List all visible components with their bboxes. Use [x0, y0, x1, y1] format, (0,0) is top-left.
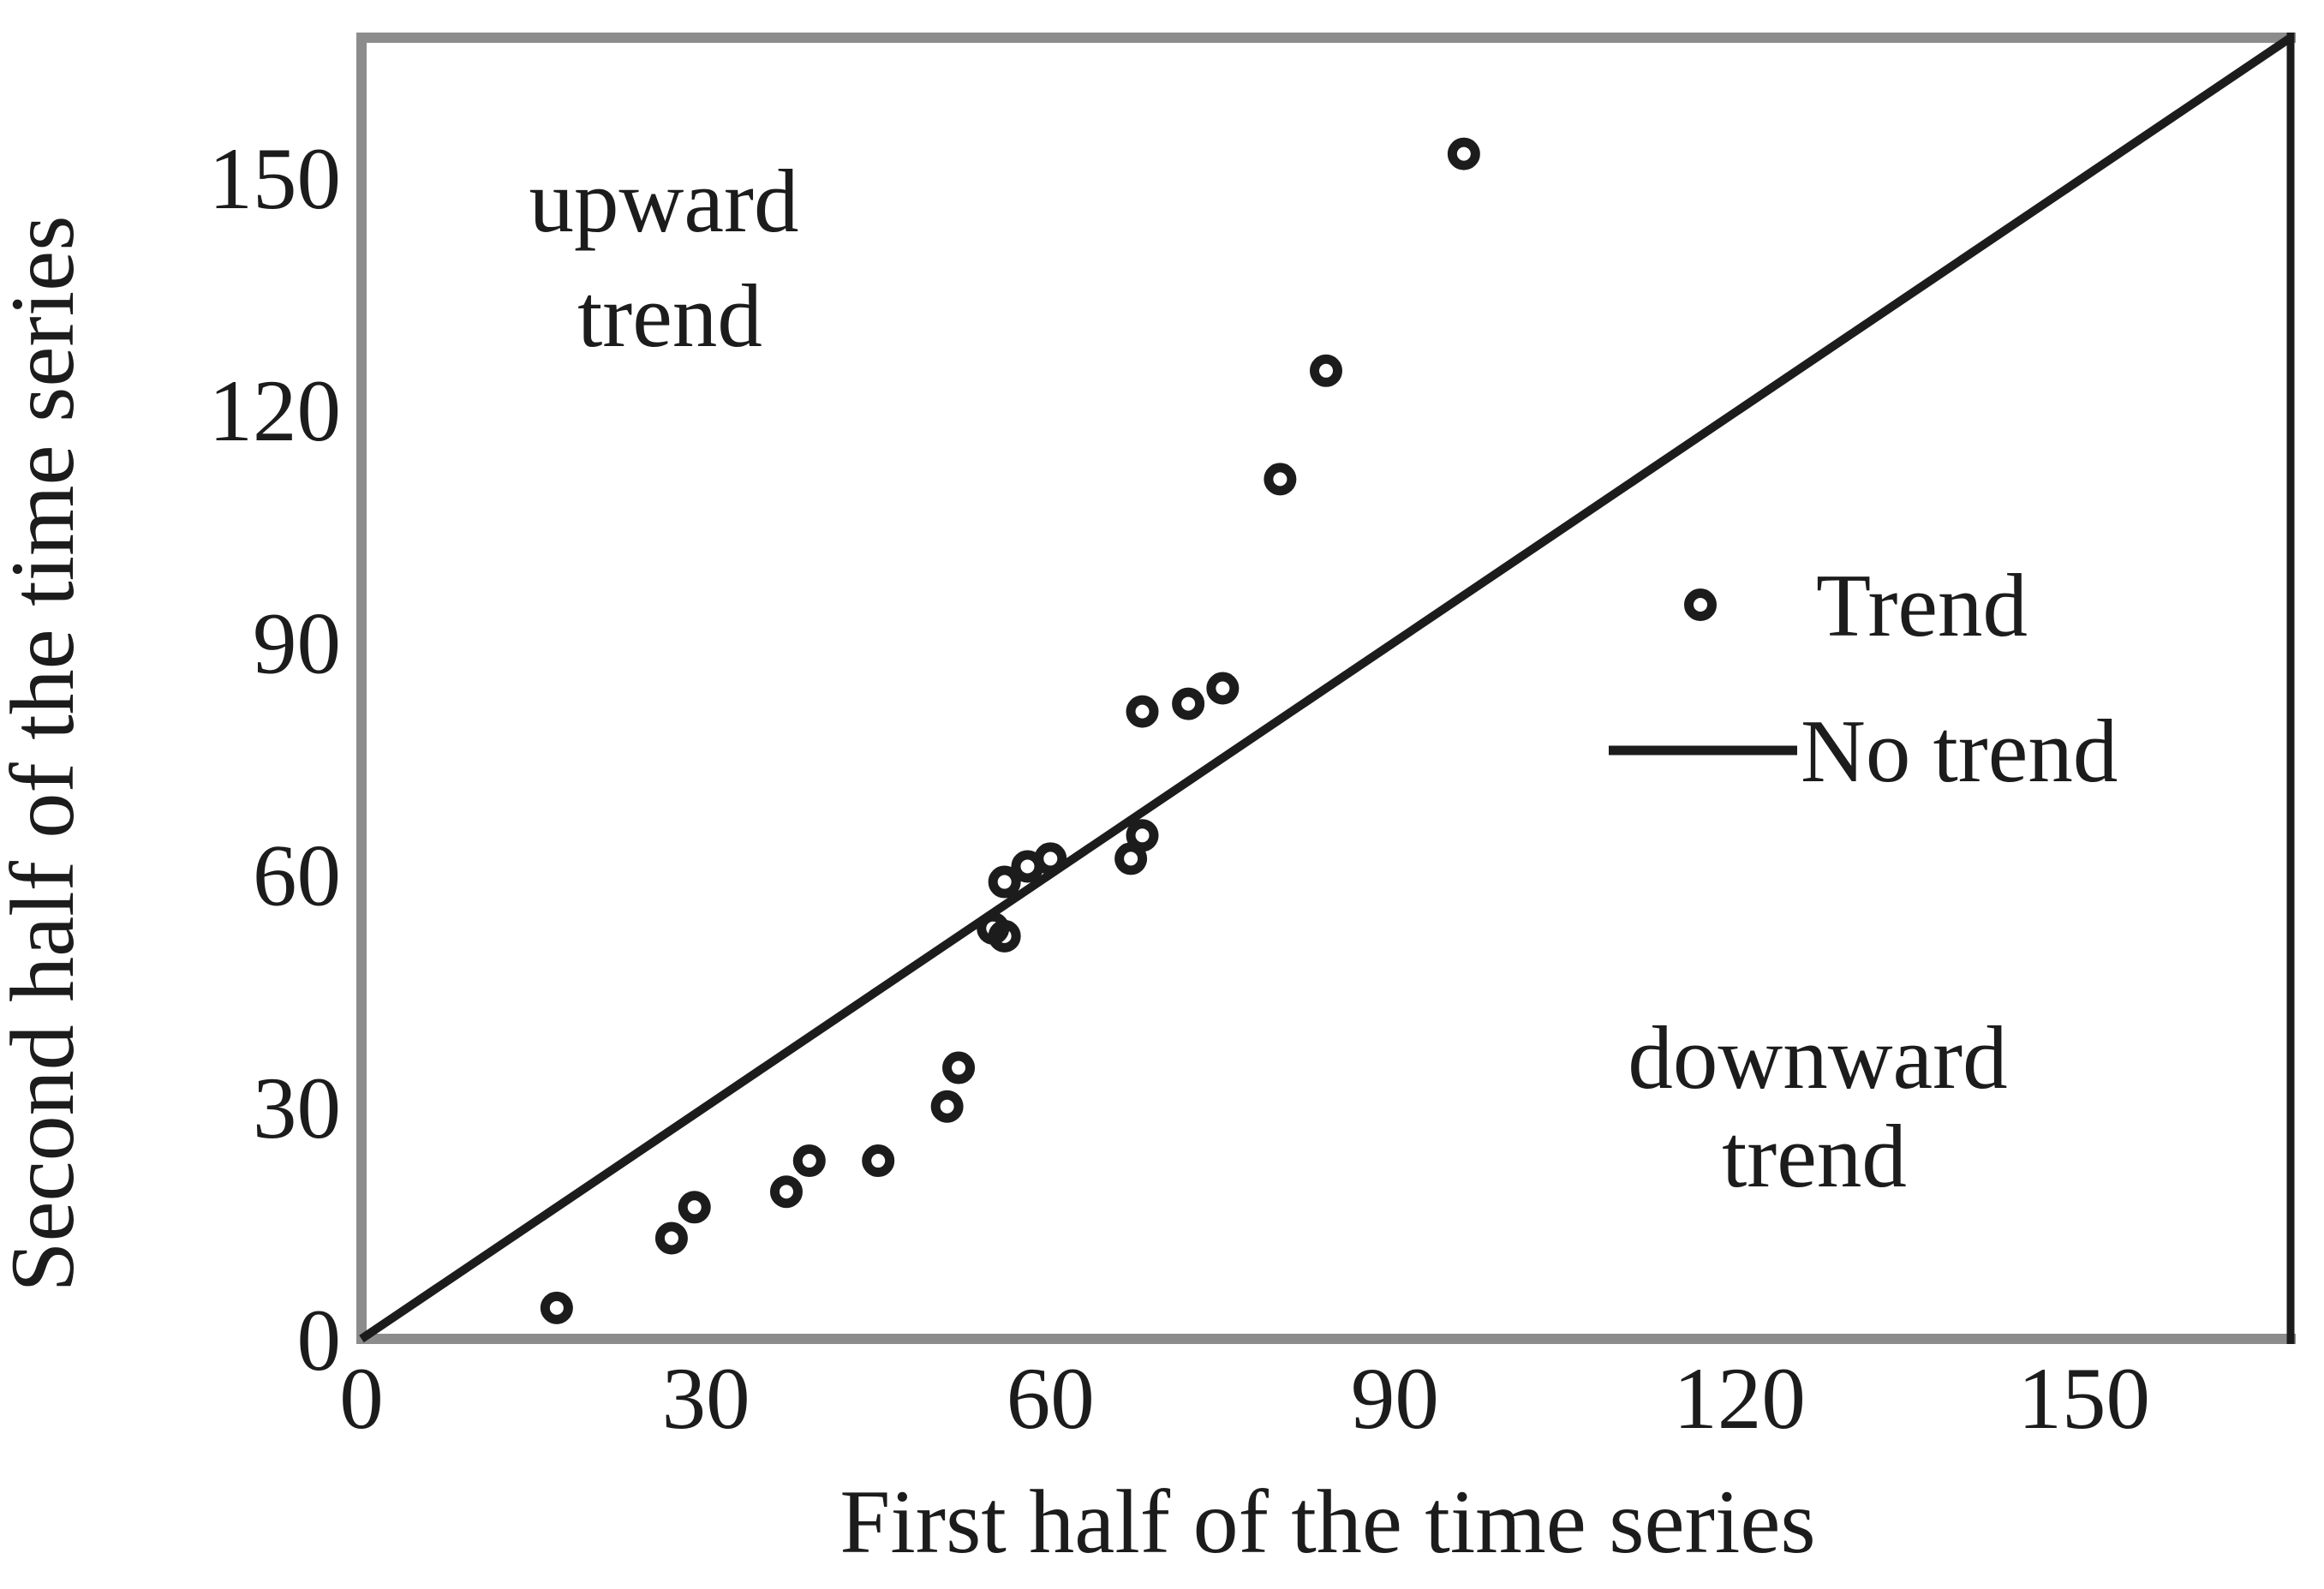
upward-trend-line1: upward — [529, 151, 799, 251]
data-point-circle — [930, 1090, 964, 1123]
data-point-circle — [654, 1222, 688, 1255]
data-point-circle — [1126, 695, 1159, 728]
data-point-circle — [1114, 842, 1148, 875]
data-point-circle — [678, 1191, 711, 1224]
data-point-circle — [769, 1175, 803, 1209]
x-tick-label: 120 — [1673, 1350, 1806, 1448]
downward-trend-line1: downward — [1628, 1007, 2007, 1108]
data-point-circle — [540, 1291, 573, 1324]
x-tick-labels: 0 30 60 90 120 150 — [339, 1350, 2150, 1448]
legend-no-trend-label: No trend — [1801, 701, 2118, 801]
data-point-circle — [1034, 842, 1067, 875]
y-tick-label: 0 — [297, 1292, 342, 1389]
data-point-circle — [862, 1144, 895, 1178]
y-tick-label: 150 — [209, 130, 342, 228]
data-point-circle — [1172, 687, 1205, 720]
downward-trend-annotation: downward trend — [1628, 1007, 2007, 1206]
x-axis-title: First half of the time series — [839, 1472, 1815, 1572]
data-point-circle — [792, 1144, 826, 1178]
upward-trend-annotation: upward trend — [529, 151, 799, 366]
data-point-circle — [988, 919, 1021, 953]
data-point-circle — [1310, 354, 1342, 387]
x-tick-label: 0 — [339, 1350, 384, 1448]
no-trend-line-layer — [359, 33, 2293, 1343]
no-trend-line — [359, 33, 2293, 1343]
x-tick-label: 90 — [1351, 1350, 1439, 1448]
data-point-circle — [1206, 672, 1240, 705]
data-point-circle — [1447, 137, 1480, 170]
downward-trend-line2: trend — [1722, 1106, 1907, 1206]
trend-points-layer — [540, 137, 1480, 1324]
y-tick-label: 120 — [209, 362, 342, 460]
y-tick-label: 90 — [253, 594, 341, 692]
x-tick-label: 60 — [1007, 1350, 1095, 1448]
upward-trend-line2: trend — [577, 266, 762, 366]
data-point-circle — [1264, 463, 1297, 496]
legend-trend-label: Trend — [1816, 555, 2028, 655]
y-tick-labels: 0 30 60 90 120 150 — [209, 130, 342, 1389]
y-tick-label: 60 — [253, 827, 341, 925]
y-tick-label: 30 — [253, 1060, 341, 1157]
legend: Trend No trend — [1609, 555, 2118, 801]
data-point-circle — [988, 865, 1021, 899]
x-tick-label: 30 — [662, 1350, 750, 1448]
data-point-circle — [942, 1051, 976, 1084]
y-axis-title: Second half of the time series — [0, 216, 93, 1293]
data-point-circle — [1126, 819, 1159, 852]
legend-trend-marker-icon — [1684, 588, 1717, 621]
x-tick-label: 150 — [2017, 1350, 2150, 1448]
plot-frame — [356, 33, 2296, 1344]
